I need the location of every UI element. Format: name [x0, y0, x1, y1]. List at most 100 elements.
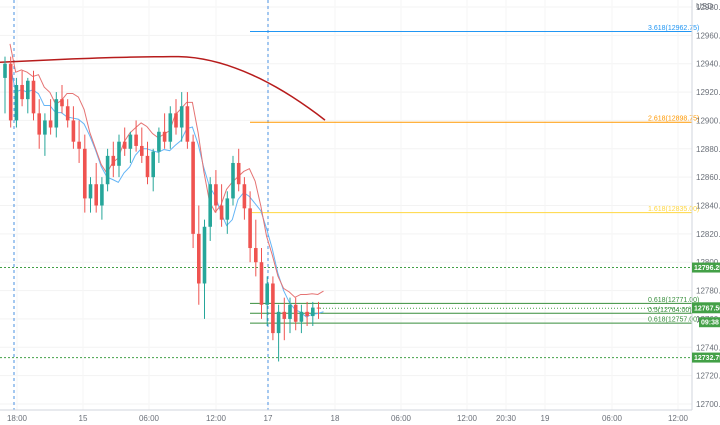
time-tick-label: 06:00 [139, 414, 160, 423]
candle-body[interactable] [191, 141, 195, 234]
fib-level-label: 1.618(12835.00) [648, 206, 699, 213]
candle-body[interactable] [111, 155, 116, 166]
dotted-level-tag [692, 262, 720, 273]
fib-level-label: 0.5(12764.00) [648, 307, 692, 314]
candle-body[interactable] [299, 311, 304, 322]
price-tick-label: 12840.00 [696, 202, 720, 211]
time-tick-label: 12:00 [457, 414, 478, 423]
candle-body[interactable] [145, 155, 150, 178]
currency-label: USD [696, 2, 713, 11]
candlesticks[interactable] [3, 56, 321, 362]
price-tick-label: 12780.00 [696, 287, 720, 296]
price-tick-label: 12700.00 [696, 400, 720, 409]
candle-body[interactable] [88, 184, 93, 199]
candle-body[interactable] [174, 113, 178, 128]
candle-body[interactable] [3, 63, 7, 78]
candle-body[interactable] [282, 311, 287, 319]
candle-body[interactable] [77, 141, 81, 149]
candle-body[interactable] [94, 184, 98, 206]
candle-body[interactable] [100, 184, 104, 206]
price-axis[interactable]: 12980.00 12960.00 12940.00 12920.00 12900.00… [692, 3, 720, 409]
candle-body[interactable] [185, 106, 190, 142]
time-tick-label: 18 [331, 414, 340, 423]
dotted-level-price: 12796.25 [694, 265, 720, 272]
candle-body[interactable] [214, 184, 218, 206]
candle-body[interactable] [54, 99, 59, 128]
dotted-level-tag [692, 352, 720, 363]
candle-body[interactable] [276, 311, 281, 334]
candle-body[interactable] [168, 113, 173, 142]
candle-body[interactable] [60, 99, 64, 107]
time-tick-label: 12:00 [668, 414, 689, 423]
candle-body[interactable] [208, 184, 212, 227]
candle-body[interactable] [65, 106, 70, 121]
price-tick-label: 12980.00 [696, 3, 720, 12]
candle-body[interactable] [219, 205, 224, 220]
candle-body[interactable] [231, 162, 235, 199]
last-price-tag [692, 302, 720, 314]
candle-body[interactable] [202, 226, 207, 284]
fib-level-label: 3.618(12962.75) [648, 25, 699, 32]
candle-body[interactable] [122, 141, 127, 149]
candle-body[interactable] [311, 307, 315, 317]
candle-body[interactable] [83, 148, 87, 199]
candle-body[interactable] [288, 304, 292, 319]
candle-body[interactable] [305, 311, 309, 317]
dotted-level-price: 12732.75 [694, 355, 720, 362]
price-tick-label: 12820.00 [696, 230, 720, 239]
time-axis[interactable]: 18:00 15 06:00 12:00 17 18 06:00 12:00 20:30 19 06… [7, 414, 689, 423]
price-tick-label: 12900.00 [696, 116, 720, 125]
candle-body[interactable] [259, 262, 264, 305]
candle-body[interactable] [105, 155, 110, 185]
time-tick-label: 12:00 [206, 414, 227, 423]
horizontal-levels[interactable] [0, 30, 692, 359]
time-tick-label: 20:30 [496, 414, 517, 423]
candle-body[interactable] [134, 134, 138, 146]
time-tick-label: 06:00 [602, 414, 623, 423]
candle-body[interactable] [236, 162, 241, 185]
candle-body[interactable] [248, 208, 252, 249]
candle-body[interactable] [140, 145, 144, 156]
fib-labels: 3.618(12962.75) 2.618(12898.75) 1.618(1283… [648, 25, 699, 324]
price-tick-label: 12740.00 [696, 343, 720, 352]
candle-body[interactable] [20, 84, 24, 100]
candle-body[interactable] [71, 120, 76, 142]
countdown-tag [699, 317, 720, 328]
candle-body[interactable] [293, 304, 298, 322]
time-tick-label: 15 [79, 414, 88, 423]
moving-averages [0, 43, 326, 318]
candle-body[interactable] [162, 131, 167, 142]
session-break-lines [13, 0, 269, 410]
candle-body[interactable] [31, 80, 36, 114]
candle-body[interactable] [37, 113, 41, 135]
candle-body[interactable] [179, 106, 184, 128]
candle-body[interactable] [48, 120, 53, 128]
candle-body[interactable] [26, 80, 30, 100]
price-tick-label: 12920.00 [696, 88, 720, 97]
candle-body[interactable] [242, 184, 247, 209]
ma-upper-line [9, 43, 324, 298]
candle-body[interactable] [225, 198, 230, 220]
time-tick-label: 06:00 [391, 414, 412, 423]
candle-body[interactable] [254, 248, 258, 263]
candle-body[interactable] [14, 84, 19, 121]
candle-body[interactable] [117, 141, 121, 166]
price-tick-label: 12860.00 [696, 173, 720, 182]
candle-body[interactable] [8, 63, 13, 121]
price-tick-label: 12940.00 [696, 60, 720, 69]
candle-body[interactable] [265, 283, 269, 305]
candle-body[interactable] [128, 134, 133, 149]
last-price-value: 12767.50 [694, 305, 720, 312]
candle-body[interactable] [271, 283, 275, 334]
time-tick-label: 18:00 [7, 414, 28, 423]
countdown-value: 09:38 [701, 320, 719, 327]
candle-body[interactable] [316, 307, 321, 309]
price-tick-label: 12720.00 [696, 372, 720, 381]
candle-body[interactable] [151, 151, 155, 178]
candle-body[interactable] [197, 233, 201, 284]
fib-level-label: 0.618(12771.00) [648, 297, 699, 304]
candle-body[interactable] [157, 131, 161, 152]
fib-level-label: 2.618(12898.75) [648, 116, 699, 123]
candle-body[interactable] [43, 120, 47, 135]
